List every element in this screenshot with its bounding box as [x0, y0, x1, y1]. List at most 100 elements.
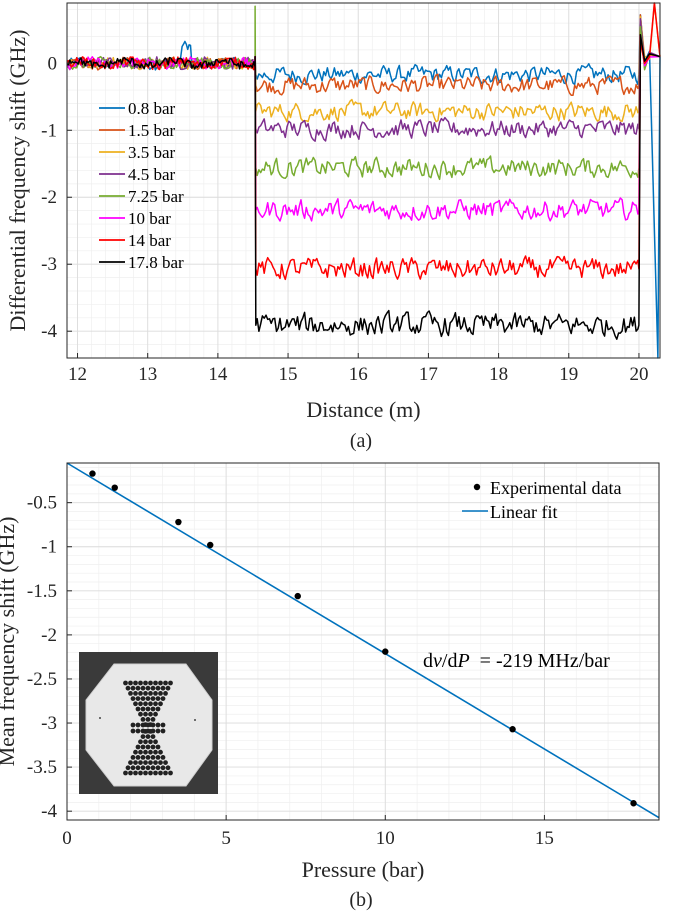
air-hole	[158, 701, 163, 707]
air-hole	[140, 696, 146, 701]
air-hole	[145, 744, 151, 750]
air-hole	[125, 765, 131, 771]
air-hole	[128, 760, 133, 765]
slope-annotation-d: d	[423, 650, 433, 672]
y-tick-label: -1.5	[27, 581, 57, 602]
legend-entry: 3.5 bar	[128, 143, 176, 162]
air-hole	[163, 760, 168, 765]
panel-b-ticks: 0 5 10 15 -0.5 -1 -1.5 -2 -2.5 -3 -3.5 -4	[27, 493, 554, 849]
x-tick-label: 14	[208, 364, 228, 385]
air-hole	[138, 701, 143, 707]
air-hole	[138, 691, 143, 696]
air-hole	[160, 696, 166, 701]
air-hole	[145, 755, 151, 760]
air-hole	[150, 696, 156, 701]
panel-b-y-axis-label: Mean frequency shift (GHz)	[0, 517, 19, 767]
air-hole	[140, 717, 146, 722]
y-tick-label: -3.5	[27, 757, 57, 778]
air-hole	[138, 760, 143, 765]
air-hole	[155, 722, 161, 728]
air-hole	[155, 765, 161, 771]
air-hole	[148, 749, 153, 755]
slope-annotation-p: P	[456, 650, 469, 672]
air-hole	[153, 760, 158, 765]
air-hole	[133, 749, 138, 755]
air-hole	[123, 770, 128, 776]
air-hole	[133, 701, 138, 707]
air-hole	[155, 706, 161, 712]
air-hole	[163, 770, 168, 776]
series-line-10-bar	[66, 34, 661, 222]
air-hole	[143, 770, 148, 776]
air-hole	[155, 755, 161, 760]
air-hole	[163, 691, 168, 696]
data-point	[630, 800, 637, 807]
air-hole	[155, 685, 161, 691]
legend-entry-experimental: Experimental data	[490, 478, 621, 498]
air-hole	[165, 765, 171, 771]
air-hole	[148, 701, 153, 707]
air-hole	[148, 711, 153, 717]
air-hole	[158, 770, 163, 776]
air-hole	[160, 755, 166, 760]
air-hole	[143, 691, 148, 696]
slope-annotation-value: = -219 MHz/bar	[470, 650, 610, 672]
panel-a-y-axis-label: Differential frequency shift (GHz)	[5, 30, 30, 332]
air-hole	[143, 711, 148, 717]
y-tick-label: -2	[41, 625, 57, 646]
y-tick-label: -2	[41, 187, 57, 208]
air-hole	[140, 685, 146, 691]
air-hole	[153, 711, 158, 717]
air-hole	[128, 691, 133, 696]
panel-a-x-axis-label: Distance (m)	[306, 397, 420, 422]
data-point	[207, 541, 214, 549]
air-hole	[130, 696, 136, 701]
air-hole	[140, 706, 146, 712]
linear-fit-line	[66, 462, 660, 819]
x-tick-label: 13	[138, 364, 157, 385]
air-hole	[150, 722, 156, 728]
air-hole	[160, 765, 166, 771]
air-hole	[135, 755, 141, 760]
air-hole	[150, 755, 156, 760]
air-hole	[143, 680, 148, 686]
x-tick-label: 10	[376, 828, 395, 849]
legend-marker-experimental	[473, 483, 481, 491]
data-point	[89, 470, 96, 477]
air-hole	[143, 701, 148, 707]
x-tick-label: 5	[221, 828, 231, 849]
air-hole	[153, 749, 158, 755]
air-hole	[165, 685, 171, 691]
y-tick-label: -2.5	[27, 669, 57, 690]
air-hole	[158, 760, 163, 765]
x-tick-label: 15	[279, 364, 298, 385]
series-line-0-8-bar	[66, 14, 661, 359]
air-hole	[140, 728, 146, 734]
fiber-cross-section-inset	[79, 652, 218, 794]
air-hole	[135, 765, 141, 771]
air-hole	[135, 706, 141, 712]
legend-entry-fit: Linear fit	[490, 502, 557, 522]
air-hole	[138, 770, 143, 776]
panel-b-x-axis-label: Pressure (bar)	[302, 857, 425, 882]
air-hole	[160, 685, 166, 691]
panel-a-caption: (a)	[350, 430, 372, 452]
air-hole	[128, 680, 133, 686]
air-hole	[130, 728, 136, 734]
air-hole	[133, 760, 138, 765]
air-hole	[140, 755, 146, 760]
air-hole	[148, 691, 153, 696]
air-hole	[143, 749, 148, 755]
air-hole	[150, 728, 156, 734]
air-hole	[150, 685, 156, 691]
air-hole	[138, 680, 143, 686]
air-hole	[160, 722, 166, 728]
air-hole	[125, 685, 131, 691]
air-hole	[135, 722, 141, 728]
air-hole	[140, 765, 146, 771]
slope-annotation: dν/dP = -219 MHz/bar	[423, 650, 610, 672]
air-hole	[158, 691, 163, 696]
y-tick-label: -3	[41, 713, 57, 734]
air-hole	[138, 711, 143, 717]
